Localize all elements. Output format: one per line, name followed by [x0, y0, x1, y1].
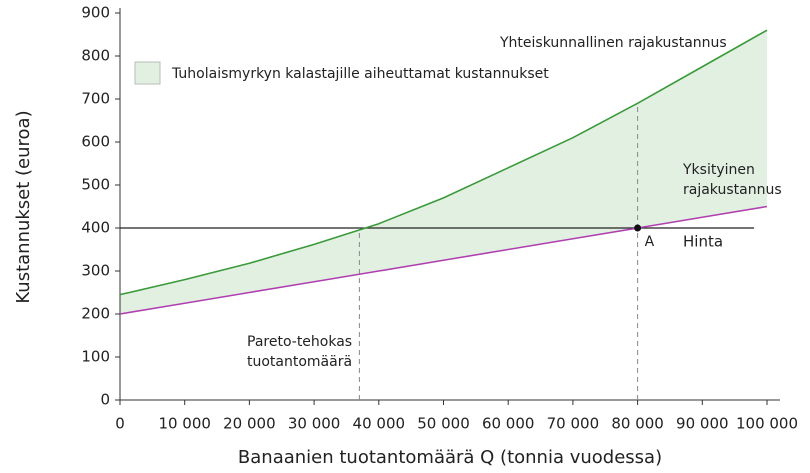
y-tick-label: 400	[81, 219, 110, 237]
legend-swatch	[134, 61, 161, 85]
cost-curve	[119, 205, 768, 315]
private-label: Yksityinen rajakustannus	[683, 162, 782, 198]
x-tick-label: 100 000	[736, 415, 798, 433]
cost-curve	[119, 29, 768, 296]
x-tick-label: 60 000	[482, 415, 535, 433]
point-a	[634, 224, 642, 232]
x-tick-label: 70 000	[547, 415, 600, 433]
y-tick-label: 300	[81, 262, 110, 280]
pareto-label: Pareto-tehokas tuotantomäärä	[247, 334, 353, 370]
y-tick-label: 500	[81, 176, 110, 194]
y-tick-label: 600	[81, 133, 110, 151]
y-tick-label: 900	[81, 4, 110, 22]
x-axis-label: Banaanien tuotantomäärä Q (tonnia vuodes…	[238, 447, 662, 468]
y-tick-label: 700	[81, 90, 110, 108]
legend-label: Tuholaismyrkyn kalastajille aiheuttamat …	[171, 66, 549, 82]
x-tick-label: 80 000	[611, 415, 664, 433]
price-label: Hinta	[683, 233, 723, 251]
x-tick-label: 30 000	[288, 415, 341, 433]
x-tick-label: 40 000	[353, 415, 406, 433]
x-tick-label: 50 000	[417, 415, 470, 433]
y-tick-label: 0	[100, 391, 110, 409]
y-tick-label: 800	[81, 47, 110, 65]
y-tick-label: 100	[81, 348, 110, 366]
social-label: Yhteiskunnallinen rajakustannus	[499, 35, 727, 51]
x-tick-label: 90 000	[676, 415, 729, 433]
x-tick-label: 0	[115, 415, 125, 433]
x-tick-label: 20 000	[223, 415, 276, 433]
y-tick-label: 200	[81, 305, 110, 323]
point-a-label: A	[645, 234, 655, 250]
y-axis-label: Kustannukset (euroa)	[13, 110, 34, 303]
x-tick-label: 10 000	[158, 415, 211, 433]
